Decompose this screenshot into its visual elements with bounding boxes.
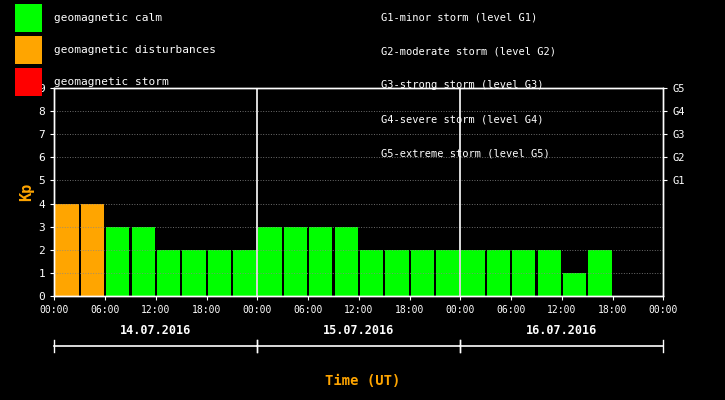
Bar	[436, 250, 460, 296]
Bar	[233, 250, 257, 296]
Bar	[537, 250, 561, 296]
Text: G3-strong storm (level G3): G3-strong storm (level G3)	[381, 80, 543, 90]
Text: geomagnetic disturbances: geomagnetic disturbances	[54, 45, 216, 55]
Bar	[131, 227, 155, 296]
Text: 16.07.2016: 16.07.2016	[526, 324, 597, 336]
Bar	[588, 250, 612, 296]
Text: 15.07.2016: 15.07.2016	[323, 324, 394, 336]
Bar	[486, 250, 510, 296]
Bar	[360, 250, 384, 296]
Bar	[283, 227, 307, 296]
Text: G4-severe storm (level G4): G4-severe storm (level G4)	[381, 114, 543, 124]
Bar	[309, 227, 333, 296]
Bar	[563, 273, 587, 296]
Bar	[207, 250, 231, 296]
Bar	[182, 250, 206, 296]
Text: G2-moderate storm (level G2): G2-moderate storm (level G2)	[381, 46, 555, 56]
Bar	[157, 250, 181, 296]
Bar	[258, 227, 282, 296]
Y-axis label: Kp: Kp	[20, 183, 34, 201]
Text: G5-extreme storm (level G5): G5-extreme storm (level G5)	[381, 148, 550, 158]
Text: Time (UT): Time (UT)	[325, 374, 400, 388]
Bar	[334, 227, 358, 296]
Text: geomagnetic storm: geomagnetic storm	[54, 77, 169, 87]
Bar	[410, 250, 434, 296]
Text: 14.07.2016: 14.07.2016	[120, 324, 191, 336]
Bar	[385, 250, 409, 296]
Bar	[80, 204, 104, 296]
Bar	[106, 227, 130, 296]
Bar	[512, 250, 536, 296]
Text: geomagnetic calm: geomagnetic calm	[54, 13, 162, 23]
Bar	[55, 204, 79, 296]
Bar	[461, 250, 485, 296]
Text: G1-minor storm (level G1): G1-minor storm (level G1)	[381, 12, 537, 22]
